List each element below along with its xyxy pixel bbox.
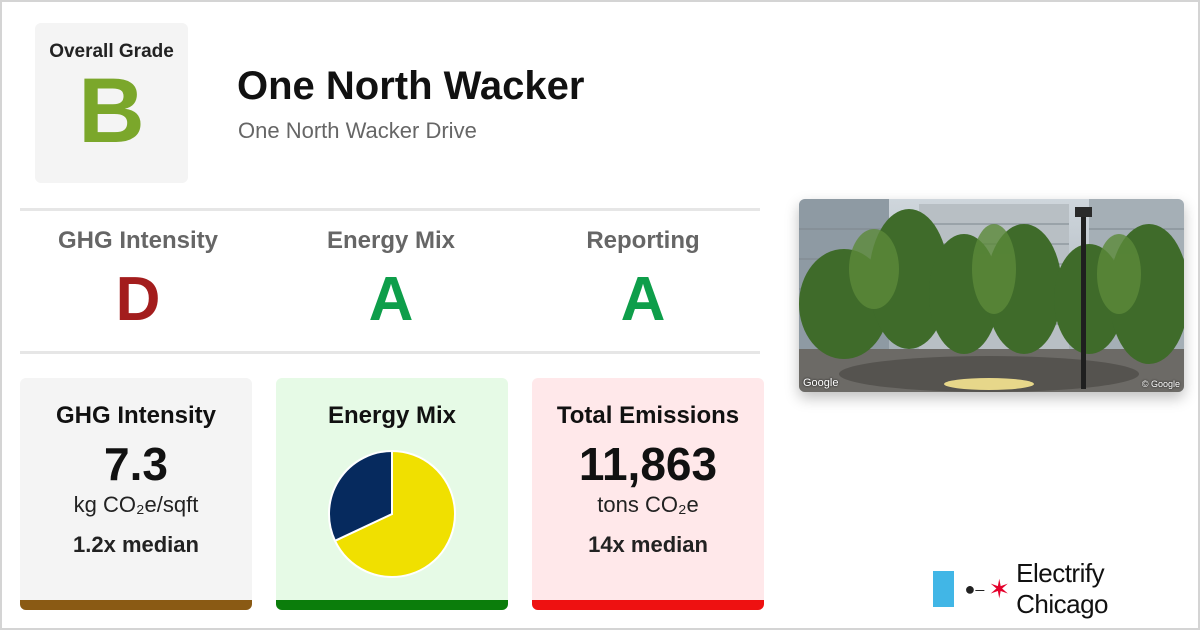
- chicago-star-icon: ✶: [988, 574, 1011, 604]
- divider-top: [20, 208, 760, 211]
- brand-name: Electrify Chicago: [1016, 558, 1109, 619]
- card-ghg-intensity: GHG Intensity 7.3 kg CO₂e/sqft 1.2x medi…: [20, 378, 252, 610]
- card-median: 14x median: [588, 532, 708, 557]
- card-total-emissions: Total Emissions 11,863 tons CO₂e 14x med…: [532, 378, 764, 610]
- card-accent-bar: [532, 600, 764, 610]
- chicago-flag-bar-icon: [933, 571, 955, 607]
- card-energy-mix: Energy Mix: [276, 378, 508, 610]
- subgrade-energy-mix: Energy Mix A: [273, 227, 509, 331]
- card-unit: tons CO₂e: [597, 492, 699, 517]
- overall-grade-box: Overall Grade B: [35, 23, 188, 183]
- photo-credit-copyright: © Google: [1141, 379, 1180, 389]
- subgrade-letter: D: [115, 265, 161, 334]
- subgrade-label: Energy Mix: [326, 227, 456, 254]
- overall-grade-letter: B: [78, 60, 145, 162]
- pie-slice-1: [328, 449, 393, 543]
- subgrade-label: Reporting: [586, 227, 700, 254]
- subgrade-label: GHG Intensity: [57, 227, 219, 254]
- subgrade-letter: A: [368, 265, 414, 334]
- electrify-chicago-logo[interactable]: ●⎯ ✶ Electrify Chicago: [933, 558, 1198, 619]
- card-title: GHG Intensity: [55, 402, 217, 429]
- subgrade-ghg: GHG Intensity D: [20, 227, 256, 331]
- photo-credit: Google: [803, 377, 839, 389]
- building-name: One North Wacker: [237, 64, 585, 108]
- card-accent-bar: [276, 600, 508, 610]
- subgrade-letter: A: [620, 265, 666, 334]
- divider-middle: [20, 351, 760, 354]
- overall-grade-label: Overall Grade: [49, 41, 174, 62]
- card-title: Total Emissions: [556, 402, 740, 429]
- card-value: 7.3: [104, 438, 168, 490]
- card-median: 1.2x median: [73, 532, 199, 557]
- card-title: Energy Mix: [327, 402, 457, 429]
- building-street-view-photo: Google © Google: [799, 199, 1184, 392]
- card-unit: kg CO₂e/sqft: [73, 492, 199, 517]
- subgrade-reporting: Reporting A: [525, 227, 761, 331]
- card-value: 11,863: [578, 438, 718, 490]
- street-view-image: [799, 199, 1184, 392]
- building-address: One North Wacker Drive: [238, 118, 477, 143]
- energy-mix-pie-chart: [328, 449, 456, 578]
- plug-icon: ●⎯: [964, 578, 985, 599]
- pie-slice-0: [333, 449, 456, 578]
- card-accent-bar: [20, 600, 252, 610]
